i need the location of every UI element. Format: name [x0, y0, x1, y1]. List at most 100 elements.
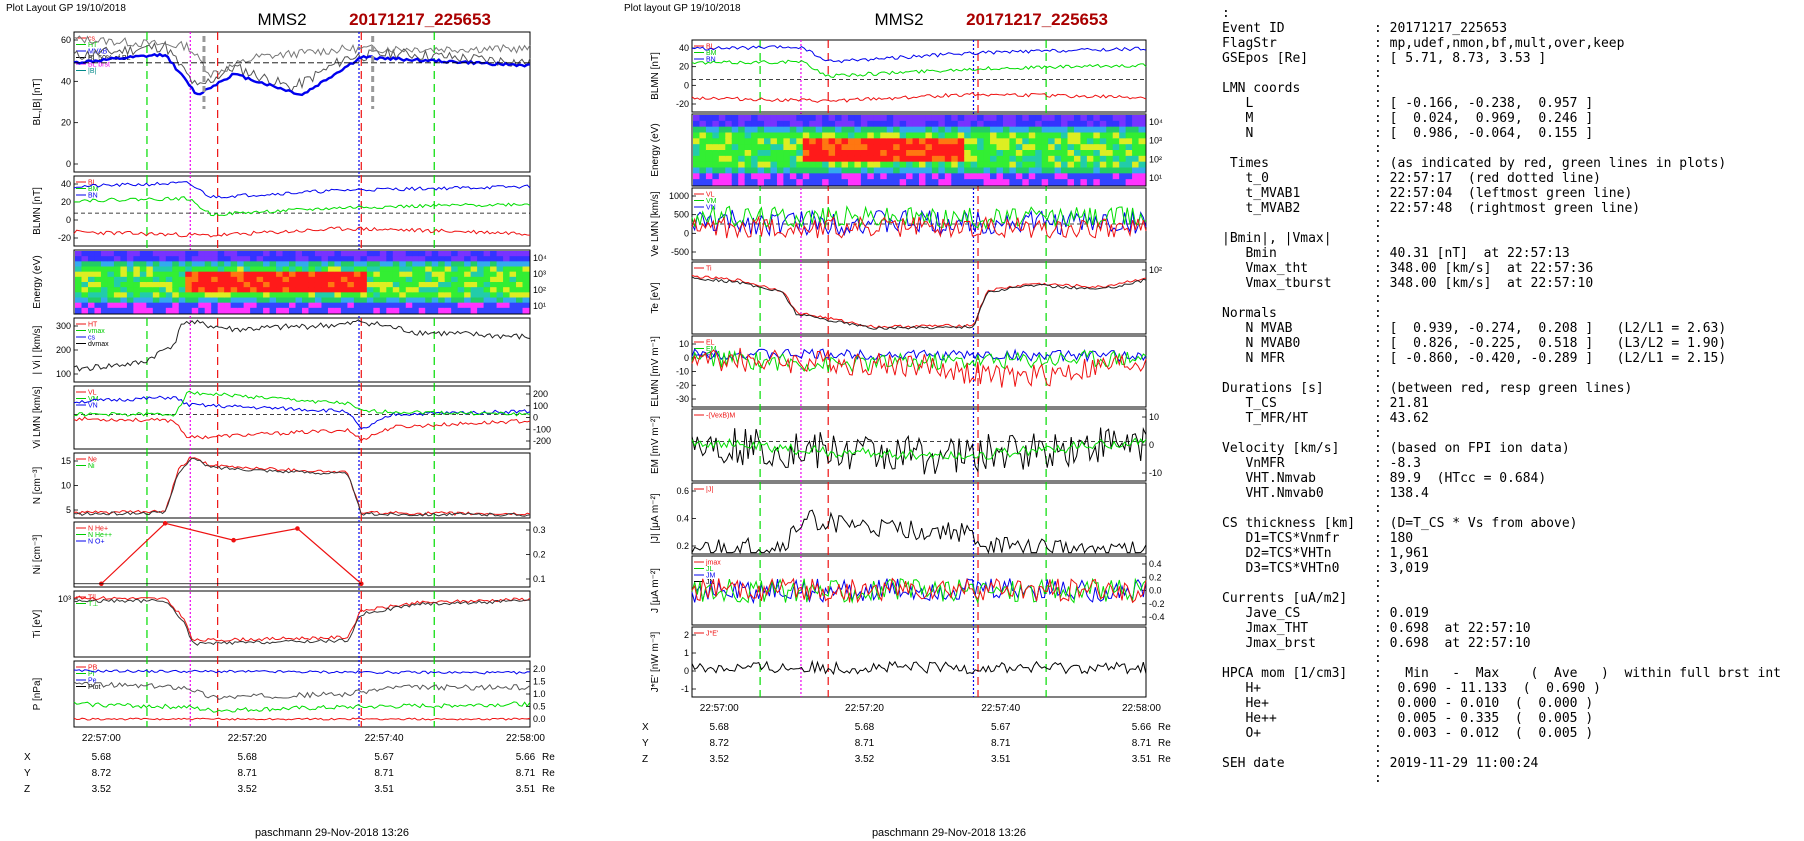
spectrogram-cell	[483, 261, 491, 268]
series-ni	[73, 457, 531, 517]
spectrogram-cell	[120, 256, 128, 262]
spectrogram-cell	[725, 155, 733, 163]
spectrogram-cell	[860, 155, 868, 163]
spectrogram-cell	[1099, 138, 1107, 145]
spectrogram-cell	[996, 115, 1004, 122]
spectrogram-cell	[783, 150, 791, 157]
spectrogram-cell	[964, 144, 972, 151]
spectrogram-cell	[412, 266, 420, 273]
spectrogram-cell	[828, 132, 836, 139]
spectrogram-cell	[744, 144, 752, 151]
info-row: :	[1222, 366, 1792, 381]
spectrogram-cell	[353, 287, 361, 293]
legend-entry: BN	[706, 57, 716, 64]
spectrogram-cell	[438, 276, 446, 283]
spectrogram-cell	[237, 297, 245, 304]
panel-ylabel: P [nPa]	[32, 677, 43, 710]
info-row: :	[1222, 501, 1792, 516]
spectrogram-cell	[289, 276, 297, 283]
info-row: Vmax_tburst: 348.00 [km/s] at 22:57:10	[1222, 276, 1792, 291]
spectrogram-cell	[451, 276, 459, 283]
spectrogram-cell	[1119, 132, 1127, 139]
panel-ylabel: J*E' [nW m⁻³]	[650, 632, 661, 693]
spectrogram-cell	[1119, 126, 1127, 134]
spectrogram-cell	[731, 161, 739, 169]
spectrogram-cell	[1022, 115, 1030, 122]
spectrogram-cell	[191, 251, 199, 257]
panel-ylabel: Te [eV]	[650, 282, 661, 313]
spectrogram-cell	[133, 266, 141, 273]
spectrogram-cell	[120, 266, 128, 273]
spectrogram-cell	[977, 126, 985, 134]
spectrogram-cell	[87, 292, 96, 299]
panel-tick-label-right: 0	[1149, 440, 1154, 450]
spectrogram-cell	[776, 161, 784, 169]
spectrogram-cell	[178, 287, 186, 293]
spectrogram-cell	[1009, 132, 1017, 139]
spectrogram-cell	[198, 287, 206, 293]
spectrogram-cell	[996, 161, 1004, 169]
spectrogram-cell	[1015, 167, 1023, 174]
spectrogram-cell	[373, 256, 381, 262]
spectrogram-cell	[1080, 150, 1088, 157]
spectrogram-cell	[191, 297, 199, 304]
spectrogram-cell	[295, 271, 303, 278]
spectrogram-cell	[764, 150, 772, 157]
series-vm	[73, 390, 531, 417]
spectrogram-cell	[243, 287, 251, 293]
spectrogram-cell	[165, 271, 173, 278]
spectrogram-cell	[230, 251, 238, 257]
spectrogram-cell	[828, 167, 836, 174]
spectrogram-cell	[1119, 167, 1127, 174]
series-el	[691, 348, 1147, 363]
spectrogram-cell	[951, 155, 959, 163]
spectrogram-cell	[912, 126, 920, 134]
spectrogram-cell	[1048, 132, 1056, 139]
spectrogram-cell	[340, 261, 348, 268]
info-key: D3=TCS*VHTn0	[1222, 561, 1340, 576]
spectrogram-cell	[276, 292, 284, 299]
spectrogram-cell	[113, 292, 121, 299]
spectrogram-cell	[289, 307, 297, 314]
plot-event-id: 20171217_225653	[966, 10, 1108, 29]
spectrogram-cell	[191, 276, 199, 283]
spectrogram-cell	[1073, 179, 1082, 186]
series-bl	[73, 52, 531, 97]
series-he-pp	[100, 522, 362, 585]
spectrogram-cell	[75, 271, 83, 278]
spectrogram-cell	[931, 161, 939, 169]
spectrogram-cell	[295, 256, 303, 262]
spectrogram-cell	[100, 287, 109, 293]
spectrogram-cell	[951, 126, 959, 134]
info-key: HPCA mom [1/cm3]	[1222, 666, 1348, 681]
info-key: T_CS	[1222, 396, 1277, 411]
spectrogram-cell	[321, 292, 329, 299]
spectrogram-cell	[1002, 179, 1010, 186]
spectrogram-cell	[880, 138, 888, 145]
spectrogram-cell	[386, 271, 394, 278]
info-value: : (based on FPI ion data)	[1374, 441, 1570, 456]
spectrogram-cell	[178, 256, 186, 262]
spectrogram-cell	[1125, 126, 1133, 134]
spectrogram-cell	[81, 271, 89, 278]
spectrogram-cell	[931, 150, 939, 157]
spectrogram-cell	[783, 120, 791, 128]
spectrogram-cell	[738, 115, 746, 122]
spectrogram-cell	[776, 138, 784, 145]
spectrogram-cell	[483, 307, 491, 314]
spectrogram-cell	[159, 271, 167, 278]
panel-tick-label: -20	[676, 99, 689, 109]
spectrogram-cell	[718, 161, 726, 169]
spectrogram-cell	[126, 302, 134, 309]
spectrogram-cell	[496, 251, 504, 257]
spectrogram-cell	[360, 292, 368, 299]
spectrogram-cell	[159, 297, 167, 304]
spectrogram-cell	[693, 126, 701, 134]
spectrogram-cell	[751, 150, 759, 157]
spectrogram-cell	[75, 292, 83, 299]
legend-entry: BM	[706, 50, 717, 57]
panel-frame	[691, 482, 1147, 555]
spectrogram-cell	[938, 179, 946, 186]
